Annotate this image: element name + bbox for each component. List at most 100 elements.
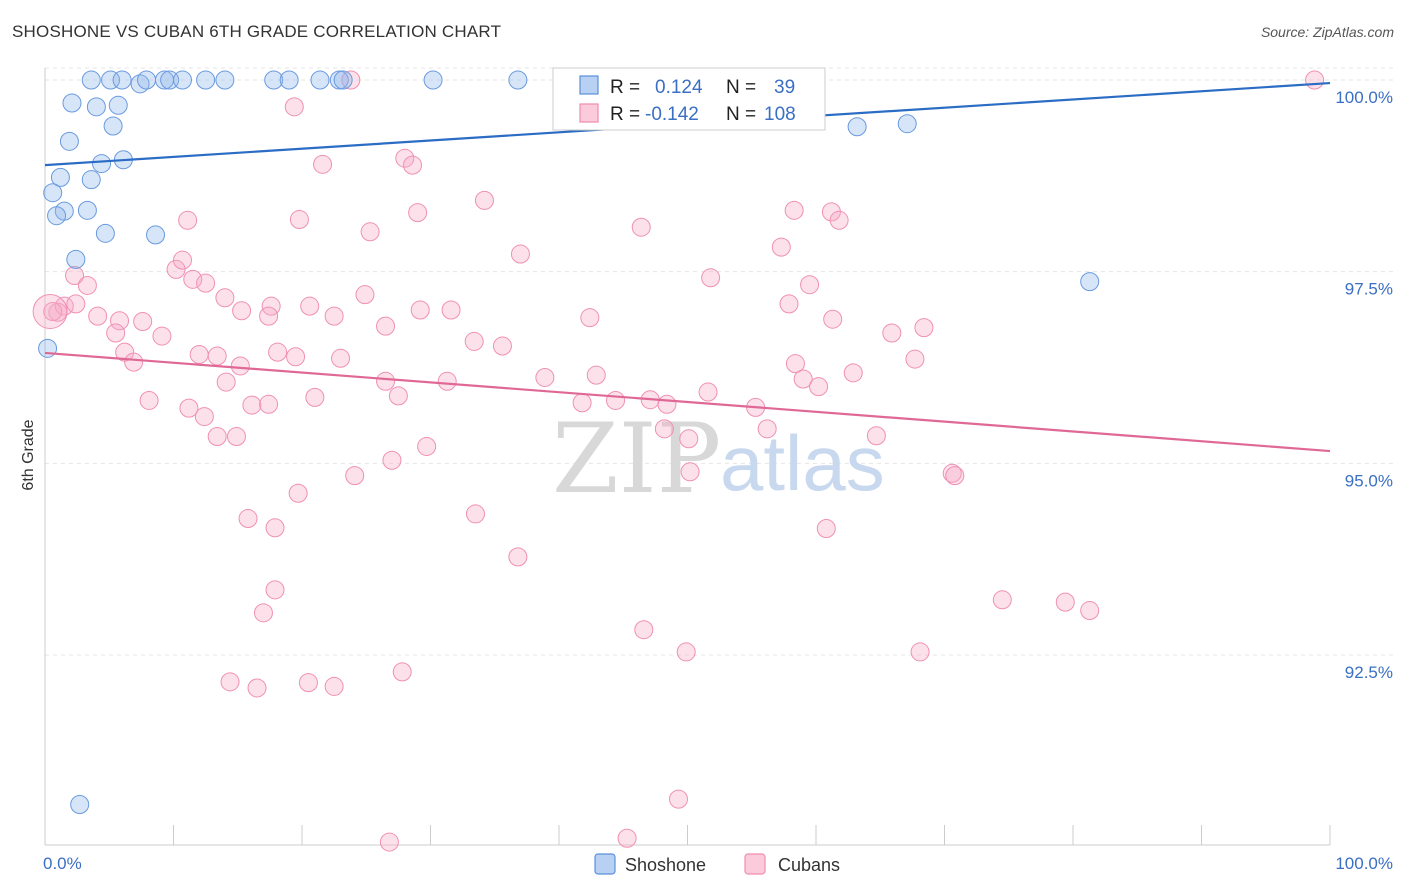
cubans-point-90 [679,429,699,449]
cubans-point-77 [179,398,199,418]
shoshone-point-11 [279,70,299,90]
cubans-point-22 [88,306,108,326]
cubans-point-73 [866,426,886,446]
cubans-point-79 [207,427,227,446]
shoshone-point-0 [81,70,101,90]
cubans-point-76 [139,390,159,410]
cubans-point-13 [784,200,804,220]
cubans-point-16 [65,266,85,285]
x-tick-label-0: 0.0% [43,854,82,873]
cubans-point-106 [247,678,267,698]
shoshone-point-12 [310,70,330,90]
legend-label-cubans: Cubans [778,855,840,875]
cubans-point-30 [232,301,252,321]
cubans-point-40 [510,244,530,264]
shoshone-point-30 [95,223,115,243]
stats-n-label-cubans: N = [726,104,756,125]
cubans-point-80 [226,427,246,446]
shoshone-point-20 [59,131,79,151]
cubans-trend-line [44,351,1331,453]
cubans-point-72 [843,363,863,383]
shoshone-point-23 [92,154,112,174]
cubans-point-44 [800,275,820,295]
series-legend: Shoshone Cubans [594,853,840,875]
cubans-point-20 [43,302,63,322]
cubans-point-62 [535,367,555,387]
shoshone-point-35 [897,114,917,134]
cubans-point-93 [942,463,962,483]
shoshone-point-15 [423,70,443,90]
cubans-point-50 [152,326,172,346]
cubans-point-88 [572,393,592,413]
shoshone-point-16 [508,70,528,90]
y-tick-label-2: 95.0% [1345,471,1393,490]
watermark-atlas: atlas [720,419,885,507]
legend-swatch-shoshone [594,853,616,875]
cubans-point-61 [464,331,484,351]
stats-swatch-cubans [579,103,599,123]
cubans-point-99 [816,519,836,538]
cubans-point-70 [793,369,813,389]
cubans-point-91 [680,462,700,482]
cubans-point-78 [194,407,214,427]
cubans-point-45 [823,309,843,329]
cubans-point-34 [324,306,344,326]
cubans-point-10 [474,190,494,210]
cubans-point-82 [259,394,279,414]
stats-legend: R = 0.124 N = 39 R = -0.142 N = 108 [552,67,826,131]
cubans-point-115 [379,832,399,852]
cubans-point-86 [417,436,437,456]
cubans-point-2 [284,97,304,117]
cubans-point-1 [1305,70,1325,90]
stats-n-label-shoshone: N = [726,77,756,98]
cubans-point-57 [331,348,351,368]
cubans-point-113 [669,789,689,809]
stats-r-label-cubans: R = [610,104,640,125]
cubans-point-11 [631,217,651,237]
cubans-point-42 [701,268,721,288]
cubans-point-26 [172,250,192,270]
y-tick-label-3: 92.5% [1345,663,1393,682]
shoshone-point-37 [70,795,90,814]
cubans-point-96 [265,518,285,538]
cubans-point-100 [992,590,1012,610]
cubans-point-9 [408,203,428,223]
cubans-point-74 [905,349,925,369]
cubans-point-101 [1055,592,1075,612]
cubans-point-66 [657,394,677,414]
chart-title: SHOSHONE VS CUBAN 6TH GRADE CORRELATION … [12,22,502,41]
legend-label-shoshone: Shoshone [625,855,706,875]
cubans-point-17 [77,275,97,295]
cubans-point-56 [286,347,306,367]
cubans-point-33 [300,296,320,316]
shoshone-point-1 [101,70,121,90]
cubans-point-107 [298,673,318,693]
cubans-point-52 [207,346,227,366]
cubans-point-112 [910,642,930,662]
shoshone-point-4 [137,70,157,90]
cubans-point-58 [376,371,396,391]
shoshone-point-28 [77,200,97,220]
cubans-point-6 [178,210,198,230]
cubans-point-49 [124,352,144,372]
cubans-point-54 [230,356,250,376]
shoshone-point-8 [196,70,216,90]
cubans-point-7 [289,210,309,230]
cubans-point-102 [1080,601,1100,621]
cubans-point-large [32,294,68,330]
stats-r-label-shoshone: R = [610,77,640,98]
cubans-point-32 [259,306,279,326]
cubans-point-24 [133,312,153,331]
cubans-point-60 [437,371,457,391]
cubans-point-69 [785,354,805,374]
cubans-point-25 [166,259,186,279]
cubans-point-94 [945,466,965,486]
y-tick-label-1: 97.5% [1345,280,1393,299]
stats-n-value-shoshone: 39 [774,77,795,98]
watermark: ZIP atlas [552,403,885,515]
cubans-point-8 [360,222,380,242]
cubans-point-85 [382,450,402,470]
stats-swatch-shoshone [579,75,599,95]
cubans-point-92 [757,419,777,439]
trend-lines [44,81,1331,453]
